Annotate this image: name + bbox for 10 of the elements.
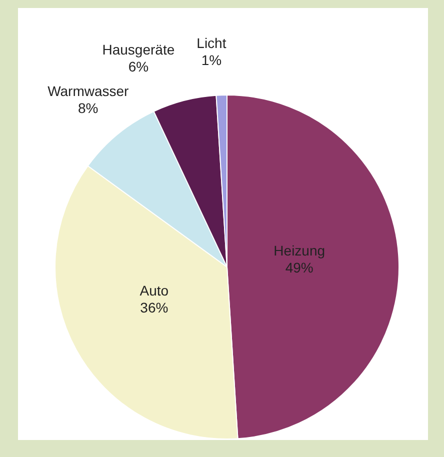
data-label: 1% bbox=[201, 52, 222, 68]
data-label: 6% bbox=[128, 58, 149, 75]
data-label: 49% bbox=[285, 260, 314, 276]
data-label: 8% bbox=[78, 100, 98, 116]
slice-label: Heizung bbox=[274, 242, 326, 259]
slice-label: Hausgeräte bbox=[102, 42, 175, 58]
slice-label: Auto bbox=[140, 282, 169, 298]
data-label: 36% bbox=[140, 299, 168, 316]
slice-label: Warmwasser bbox=[48, 83, 130, 100]
slice-label: Licht bbox=[196, 35, 226, 52]
